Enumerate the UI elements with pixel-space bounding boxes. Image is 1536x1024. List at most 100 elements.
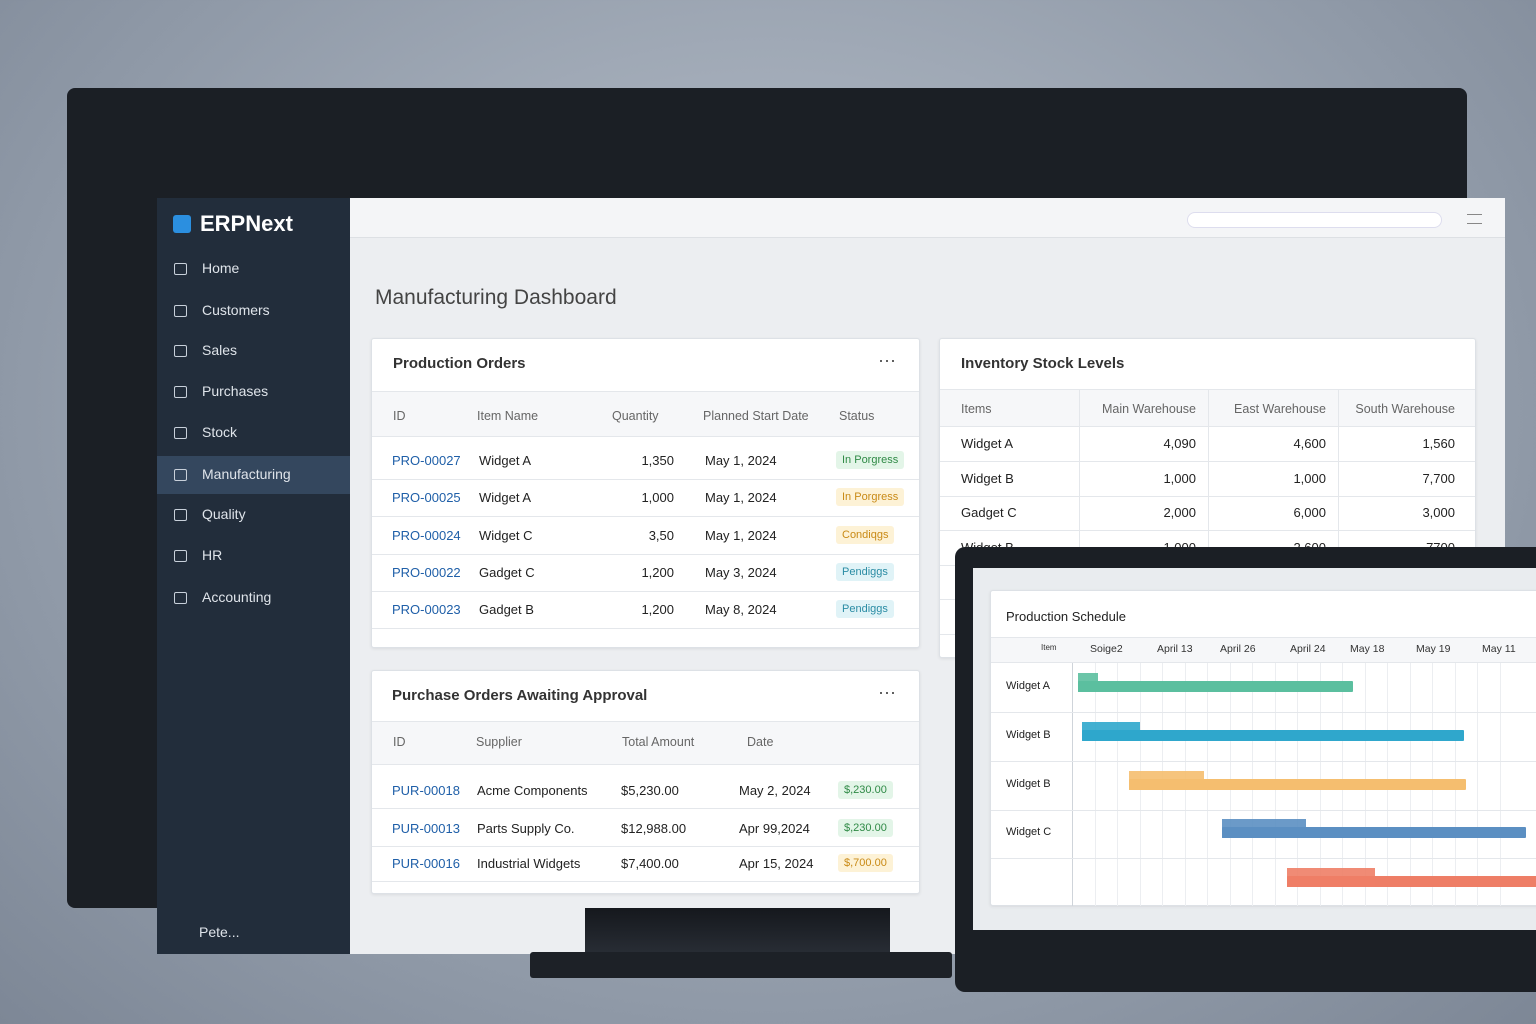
header-bg [991, 637, 1536, 663]
nav-item[interactable]: Stock [202, 424, 238, 440]
gantt-bar-head [1082, 721, 1140, 741]
laptop: Production Schedule Item Soige2 April 13 Apr… [955, 547, 1536, 992]
gantt-bar [1129, 778, 1466, 790]
status-badge: In Porgress [836, 451, 905, 469]
row-divider [372, 553, 919, 555]
nav-item[interactable]: Purchases [202, 383, 269, 399]
header-bg [372, 391, 919, 437]
card-title: Purchase Orders Awaiting Approval [392, 687, 648, 704]
nav-icon [174, 592, 187, 604]
order-link[interactable]: PRO-00022 [392, 564, 461, 580]
cell: 1,560 [1422, 436, 1455, 451]
nav-item[interactable]: Customers [202, 302, 270, 318]
column-header: Status [839, 409, 875, 423]
amount-badge: $,230.00 [838, 819, 893, 837]
cell: 1,000 [1163, 470, 1196, 486]
cell: Apr 99,2024 [739, 821, 810, 836]
nav-item[interactable]: Accounting [202, 589, 272, 605]
order-link[interactable]: PRO-00024 [392, 527, 461, 543]
cell: 1,200 [641, 564, 674, 580]
laptop-screen: Production Schedule Item Soige2 April 13 Apr… [973, 568, 1536, 930]
grid-line [1499, 663, 1501, 906]
more[interactable]: ⋯ [878, 351, 897, 371]
cell: 1,000 [1293, 470, 1326, 486]
gantt-bar [1222, 827, 1526, 839]
cell: Widget A [479, 453, 532, 468]
nav-item[interactable]: Sales [202, 342, 238, 358]
nav-item[interactable]: Quality [202, 506, 246, 522]
gantt-bar [1082, 729, 1464, 741]
column-header: Soige2 [1090, 643, 1123, 655]
column-header: Total Amount [622, 735, 695, 749]
order-link[interactable]: PRO-00023 [392, 602, 461, 618]
column-divider [1079, 389, 1080, 649]
column-header: Items [961, 402, 992, 416]
order-link[interactable]: PUR-00016 [392, 856, 460, 871]
amount-badge: $,700.00 [838, 854, 893, 872]
row-divider [940, 461, 1475, 462]
production-orders: Production Orders ⋯ ID Item Name Quantity Pla… [371, 338, 920, 648]
more[interactable]: ⋯ [878, 683, 896, 703]
column-header: May 18 [1350, 643, 1385, 655]
header-bg [372, 721, 919, 765]
purchase-orders: Purchase Orders Awaiting Approval ⋯ ID Supp… [371, 670, 920, 894]
column-header: April 24 [1290, 643, 1326, 655]
cell: May 3, 2024 [705, 564, 777, 580]
stand-base [530, 952, 952, 978]
cell: Industrial Widgets [477, 856, 581, 871]
column-header: Item [1041, 643, 1057, 652]
order-link[interactable]: PRO-00027 [392, 453, 461, 468]
order-link[interactable]: PUR-00018 [392, 783, 460, 798]
column-header: Supplier [476, 735, 522, 749]
grid-line [1072, 663, 1073, 906]
column-header: Planned Start Date [703, 409, 809, 423]
grid-line [1117, 663, 1118, 906]
nav-item[interactable]: HR [202, 547, 223, 563]
nav-item[interactable]: Home [202, 260, 240, 276]
search[interactable] [1187, 212, 1442, 228]
row-label: Widget A [1006, 680, 1051, 692]
order-link[interactable]: PUR-00013 [392, 821, 460, 836]
cell: 4,600 [1293, 436, 1326, 451]
cell: $12,988.00 [621, 821, 687, 836]
row-divider [940, 530, 1475, 532]
row-divider [991, 907, 1536, 909]
row-divider [940, 495, 1475, 497]
column-header: ID [393, 409, 406, 423]
column-divider [1208, 389, 1209, 649]
column-header: May 11 [1482, 643, 1516, 655]
nav-icon [174, 550, 187, 562]
cell: 6,000 [1293, 505, 1326, 521]
nav-icon [174, 386, 187, 398]
cell: Widget C [479, 527, 533, 543]
row-divider [991, 760, 1536, 762]
row-divider [991, 809, 1536, 811]
cell: Gadget B [479, 602, 534, 618]
status-badge: Condiqgs [836, 525, 895, 544]
cell: 3,50 [648, 527, 674, 543]
nav-icon [174, 469, 187, 481]
column-header: April 26 [1220, 643, 1256, 655]
cell: Gadget C [961, 505, 1017, 521]
cell: Gadget C [479, 564, 535, 580]
logo [173, 215, 191, 233]
nav-icon [174, 427, 187, 439]
row-divider [372, 628, 919, 630]
user-name[interactable]: Pete... [199, 924, 240, 940]
menu[interactable] [1467, 214, 1482, 224]
row-divider [372, 846, 919, 847]
row-divider [372, 590, 919, 592]
grid-line [1094, 663, 1096, 906]
cell: May 2, 2024 [739, 783, 811, 798]
order-link[interactable]: PRO-00025 [392, 490, 461, 506]
cell: 7,700 [1422, 470, 1455, 486]
status-badge: In Porgress [836, 488, 905, 507]
nav-icon [174, 509, 187, 521]
column-header: Date [747, 735, 774, 749]
column-header: ID [393, 735, 406, 749]
column-header: Item Name [477, 409, 539, 423]
card-title: Production Schedule [1006, 609, 1126, 624]
nav-item[interactable]: Manufacturing [202, 466, 291, 482]
card-title: Inventory Stock Levels [961, 355, 1125, 372]
